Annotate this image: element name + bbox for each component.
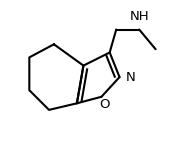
Text: N: N — [126, 71, 136, 84]
Text: NH: NH — [129, 10, 149, 23]
Text: O: O — [100, 98, 110, 112]
